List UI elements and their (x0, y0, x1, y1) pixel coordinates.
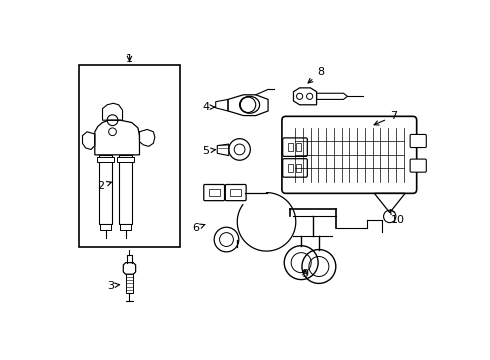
Text: 5: 5 (202, 146, 215, 156)
Text: 1: 1 (126, 54, 133, 64)
Ellipse shape (240, 96, 260, 113)
Bar (97, 157, 114, 162)
Bar (230, 189, 241, 195)
Bar (296, 164, 301, 172)
FancyBboxPatch shape (204, 184, 224, 201)
Text: 4: 4 (202, 102, 215, 112)
Bar (100, 224, 111, 230)
Text: 6: 6 (192, 223, 205, 233)
FancyBboxPatch shape (410, 134, 426, 148)
Bar (288, 164, 294, 172)
Text: 9: 9 (301, 269, 309, 279)
FancyBboxPatch shape (283, 138, 307, 156)
Bar (120, 224, 131, 230)
Bar (99, 155, 112, 224)
Text: 8: 8 (308, 67, 324, 83)
Text: 2: 2 (98, 181, 111, 191)
FancyBboxPatch shape (282, 116, 416, 193)
FancyBboxPatch shape (410, 159, 426, 172)
Bar (209, 189, 220, 195)
Bar (117, 157, 134, 162)
Bar (296, 143, 301, 151)
Bar (288, 143, 294, 151)
Text: 10: 10 (391, 210, 404, 225)
FancyBboxPatch shape (283, 159, 307, 177)
Text: 3: 3 (107, 281, 120, 291)
Bar (120, 155, 132, 224)
Text: 7: 7 (374, 111, 397, 125)
FancyBboxPatch shape (225, 184, 246, 201)
Bar (79, 65, 179, 247)
